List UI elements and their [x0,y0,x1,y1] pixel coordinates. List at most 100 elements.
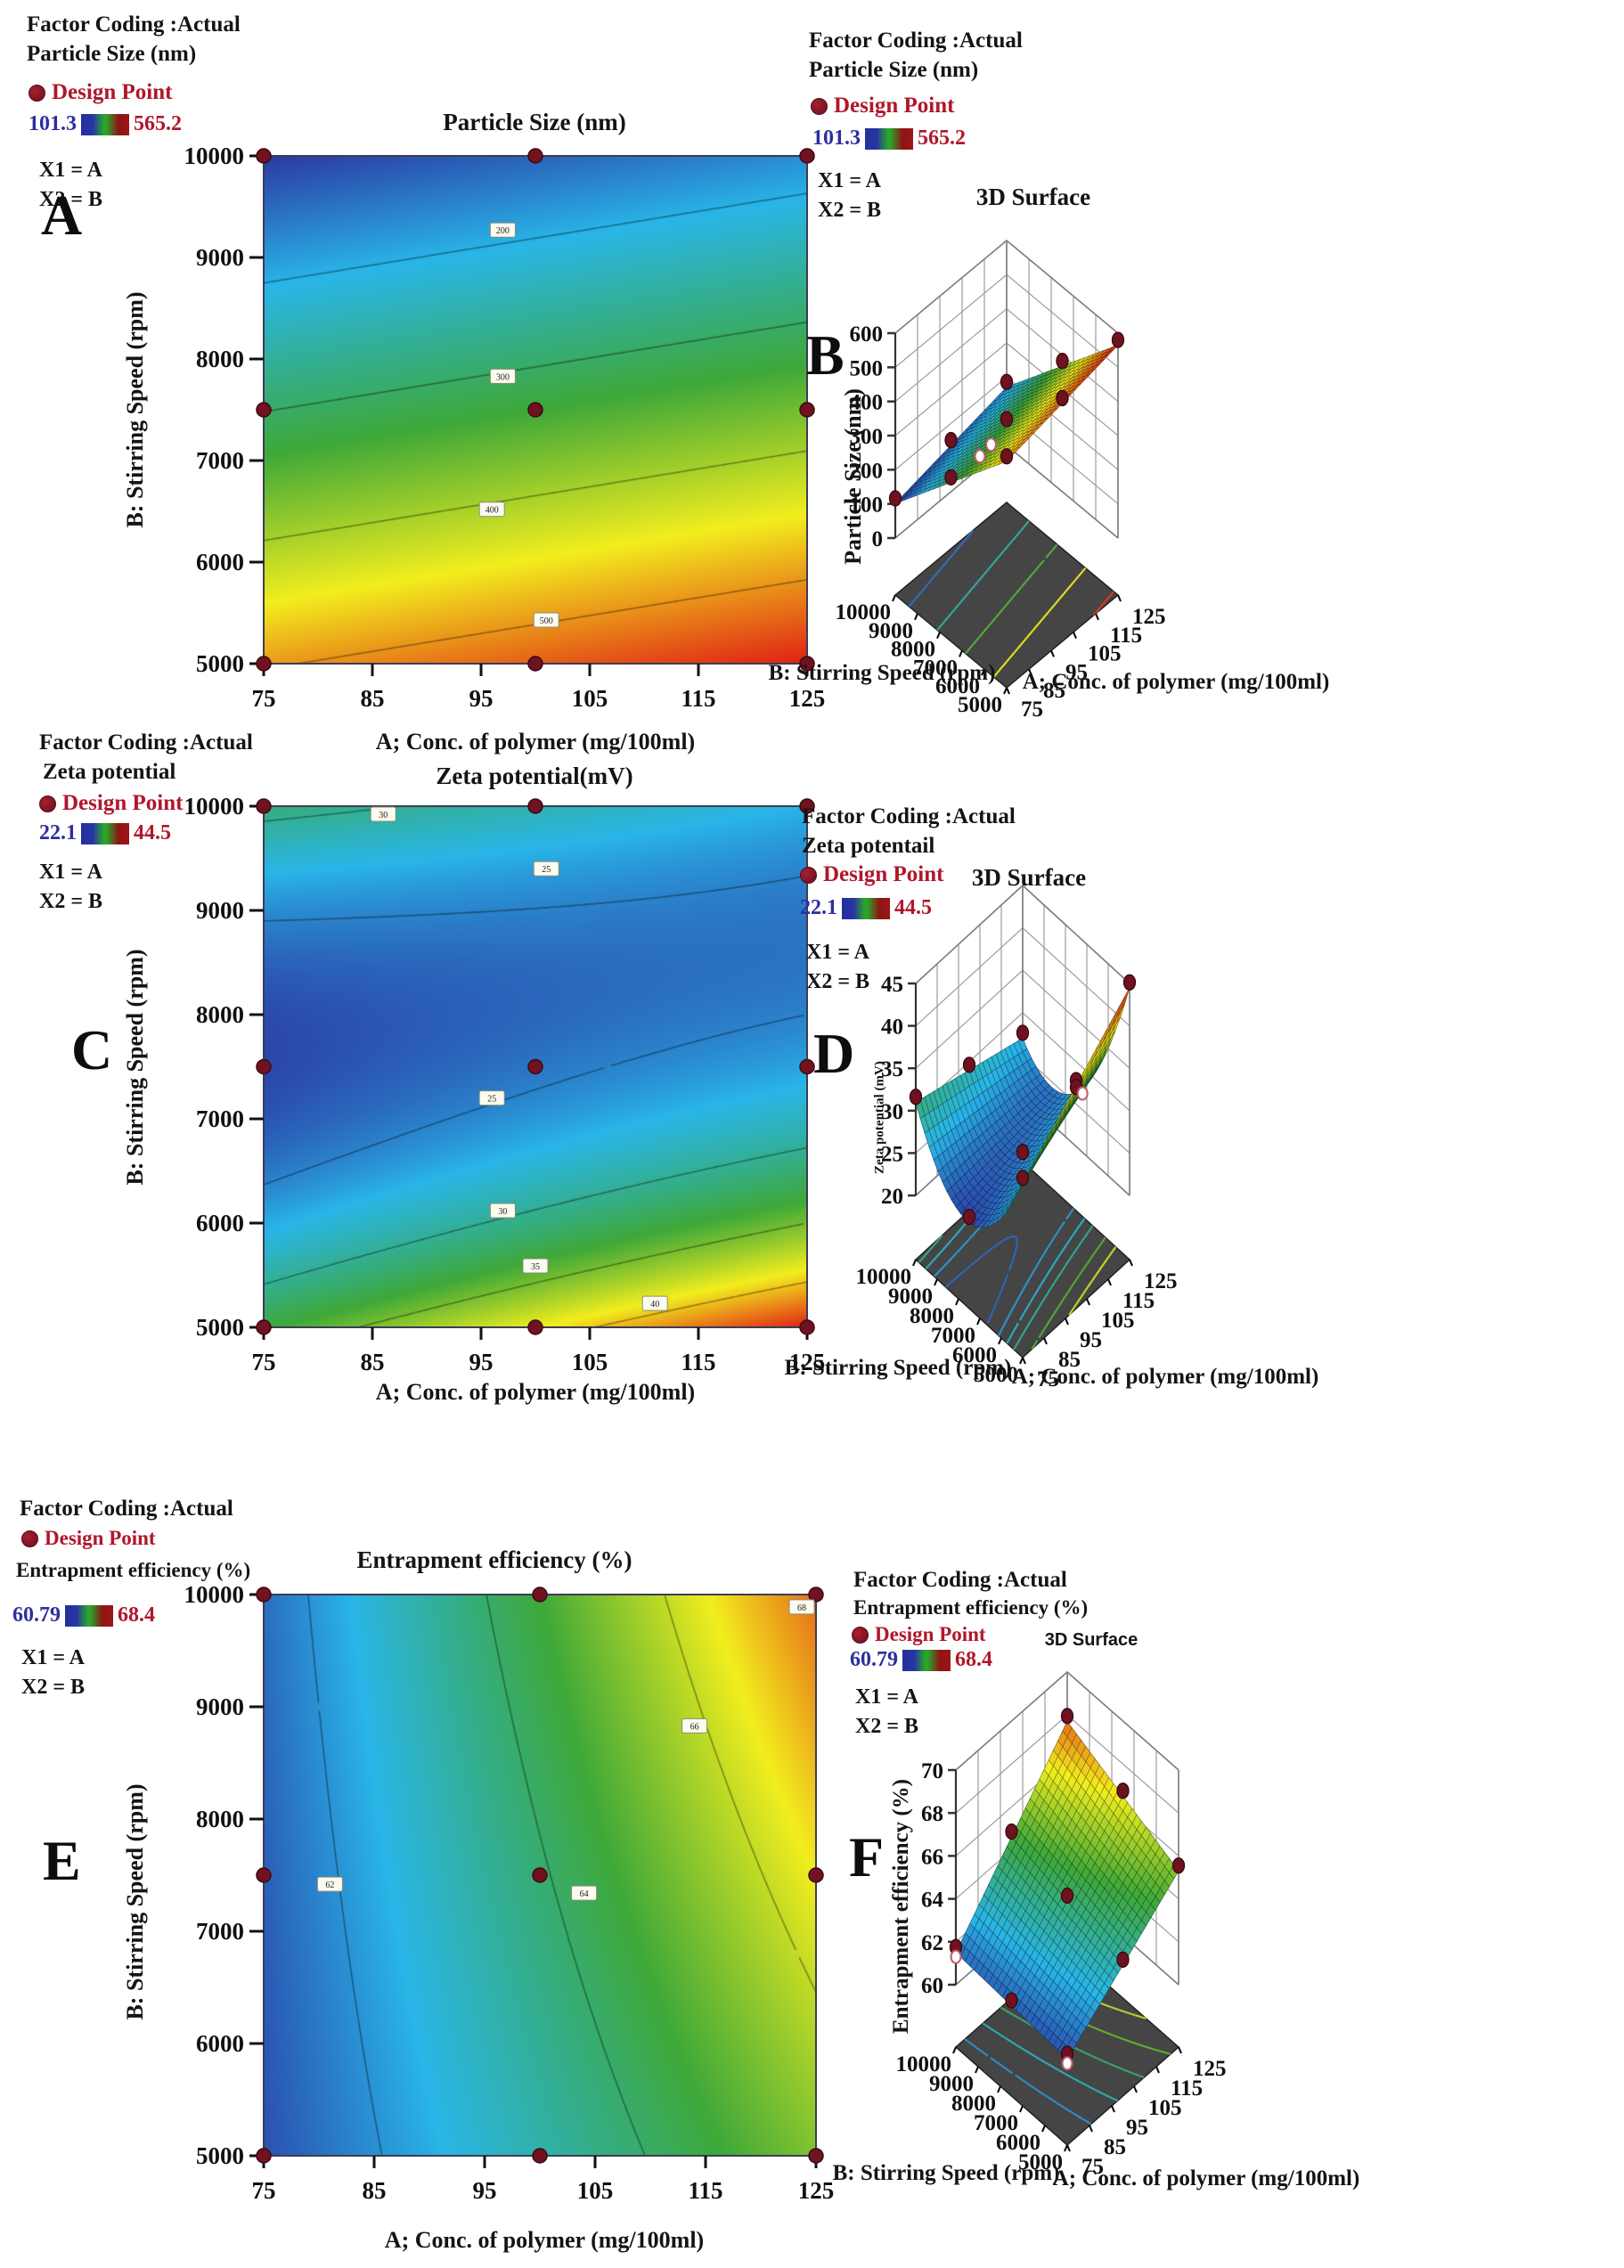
b-axis-tick-label: 10000 [856,1265,912,1289]
design-point-open-marker [950,1949,962,1964]
a-axis-tick-label: 75 [1021,698,1043,722]
factor-coding-label: Factor Coding :Actual [27,12,241,37]
y-axis-title-F: B: Stirring Speed (rpm) [832,2161,1060,2185]
panel-letter-E: E [43,1829,81,1892]
x-tick-label: 115 [688,2177,722,2204]
plot-title-F: 3D Surface [1044,1630,1138,1650]
z-tick-label: 35 [881,1057,903,1081]
factor-coding-label: Factor Coding :Actual [802,804,1016,828]
plot-title-C: Zeta potential(mV) [436,763,633,789]
design-points [888,331,1125,507]
z-tick-label: 62 [921,1931,943,1955]
design-point-marker [1060,1887,1074,1905]
factor-coding-label: Factor Coding :Actual [853,1568,1067,1592]
x-tick-label: 115 [681,1349,715,1375]
design-point-icon [29,84,45,102]
response-name-label: Particle Size (nm) [809,58,979,82]
y-tick-label: 5000 [196,650,244,677]
x-axis-title-C: A; Conc. of polymer (mg/100ml) [375,1379,696,1405]
x2-assignment: X2 = B [39,890,103,913]
a-axis-tick-label: 85 [1104,2135,1126,2159]
design-points [949,1708,1186,2071]
a-axis-tick-label: 105 [1101,1309,1135,1333]
y-tick-label: 7000 [196,447,244,474]
color-scale: 22.1 44.5 [39,821,171,845]
scale-min: 101.3 [29,112,77,135]
design-point-marker [888,490,902,507]
a-axis-tick-label: 115 [1122,1289,1155,1313]
x-axis-ticks: 75 85 95 105 115 125 [252,2156,834,2204]
x-tick-label: 105 [577,2177,614,2204]
b-axis-tick-label: 6000 [935,674,980,698]
x-tick-label: 75 [252,2177,276,2204]
z-axis-title-B: Particle Size (nm) [840,388,866,565]
z-tick-label: 30 [881,1100,903,1124]
y-tick-label: 9000 [196,1693,244,1720]
z-tick-label: 45 [881,973,903,997]
contour-plot-E [264,1595,816,2156]
z-axis: 20 25 30 35 40 45 [881,973,918,1209]
a-axis-tick-label: 105 [1148,2096,1182,2120]
y-tick-label: 8000 [196,1806,244,1832]
design-point-marker [1116,1951,1130,1969]
x2-assignment: X2 = B [21,1676,86,1699]
z-tick-label: 300 [850,425,884,449]
x-axis-ticks: 75 85 95 105 115 125 [252,664,825,712]
y-tick-label: 10000 [184,793,245,820]
color-scale: 60.79 68.4 [12,1603,155,1628]
y-axis-title-C: B: Stirring Speed (rpm) [122,949,148,1186]
x1-assignment: X1 = A [806,941,870,964]
design-point-marker [1056,353,1069,370]
z-axis-title-D: Zeta potential (mV) [872,1061,887,1174]
design-point-marker [909,1089,923,1105]
design-point-open-marker [1076,1086,1089,1101]
color-gradient-swatch-icon [65,1604,113,1627]
x-tick-label: 85 [361,685,385,712]
y-axis-title-A: B: Stirring Speed (rpm) [122,291,148,528]
scale-min: 22.1 [800,896,837,919]
y-axis-title-D: B: Stirring Speed (rpm) [784,1356,1012,1380]
x-tick-label: 115 [681,685,715,712]
design-point-icon [811,97,828,115]
z-axis: 60 62 64 66 68 70 [921,1759,958,1998]
design-point-marker [1116,1783,1130,1799]
b-axis-tick-label: 10000 [896,2052,952,2076]
x2-assignment: X2 = B [39,188,103,211]
x2-assignment: X2 = B [855,1715,919,1738]
design-point-marker [962,1208,976,1226]
z-tick-label: 25 [881,1142,903,1166]
b-axis-tick-label: 5000 [1018,2150,1063,2174]
design-point-open-marker [985,437,997,453]
y-axis-title-B: B: Stirring Speed (rpm) [768,661,996,685]
design-point-marker [1171,1857,1186,1874]
a-axis-tick-label: 85 [1043,679,1065,703]
a-axis-tick-label: 115 [1171,2076,1203,2101]
design-point-marker [1060,1708,1074,1725]
x-tick-label: 85 [361,1349,385,1375]
design-point-legend: Design Point [21,1527,156,1550]
color-scale: 22.1 44.5 [800,896,932,920]
scale-max: 68.4 [118,1603,155,1627]
z-tick-label: 68 [921,1802,943,1826]
a-axis-tick-label: 95 [1065,660,1088,684]
x1-assignment: X1 = A [21,1646,86,1669]
scale-max: 68.4 [955,1648,992,1671]
design-point-icon [852,1626,869,1644]
design-point-marker [1016,1144,1030,1161]
z-tick-label: 600 [850,322,884,347]
x1-assignment: X1 = A [818,169,882,192]
design-point-label: Design Point [875,1623,986,1645]
color-scale: 101.3 565.2 [29,112,182,136]
plot-title-B: 3D Surface [975,184,1091,210]
x-axis-title-D: A; Conc. of polymer (mg/100ml) [1011,1365,1319,1389]
scale-min: 101.3 [812,126,861,150]
x-tick-label: 95 [469,1349,494,1375]
x2-assignment: X2 = B [818,199,882,222]
design-point-marker [1005,1823,1018,1840]
design-point-marker [1016,1024,1030,1041]
design-point-marker [962,1056,976,1073]
